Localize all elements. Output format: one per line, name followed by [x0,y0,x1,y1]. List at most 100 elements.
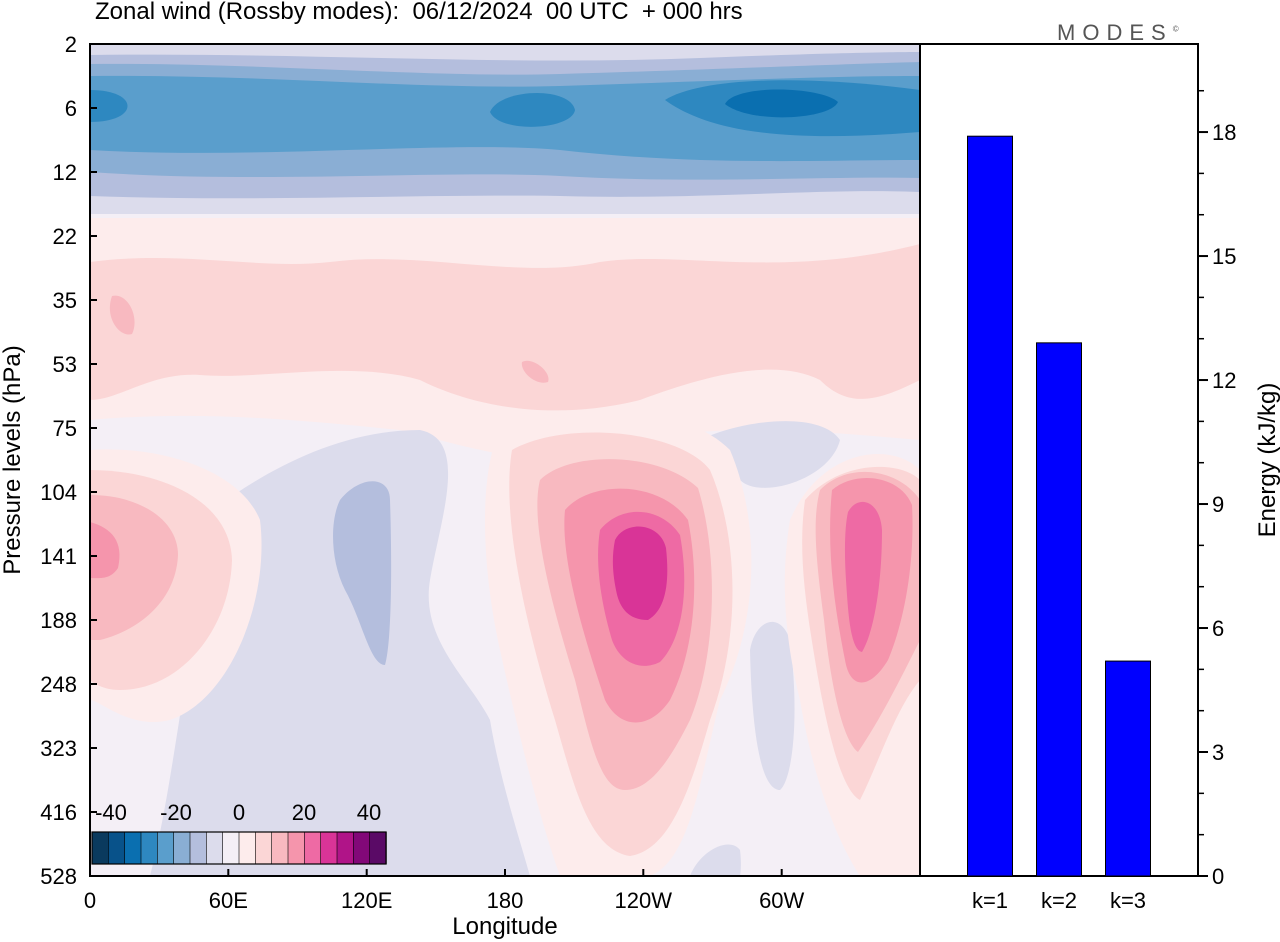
y-tick-label: 6 [65,96,77,121]
x-tick-label: 0 [84,888,96,913]
colorbar-cell [157,831,175,865]
x-tick-label: 120E [341,888,392,913]
x-axis-label: Longitude [452,913,557,940]
colorbar-label: 20 [292,800,316,825]
x-tick: 60E [209,869,248,913]
y-tick-label: 528 [40,864,77,889]
y-tick-label: 12 [53,160,77,185]
colorbar-cell [173,831,191,865]
bar-category-label: k=2 [1041,888,1077,913]
colorbar: -40 -20 0 20 40 [91,800,387,865]
colorbar-cells [91,831,387,865]
contour-band [90,90,128,122]
colorbar-cell [255,831,273,865]
colorbar-cell [189,831,208,865]
bar-y-tick-label: 12 [1212,368,1236,393]
colorbar-cell [336,831,355,865]
x-tick-label: 120W [615,888,673,913]
y-tick: 75 [53,416,97,441]
bar-y-tick-label: 18 [1212,120,1236,145]
logo-mark: © [1172,24,1179,34]
y-tick: 188 [40,608,97,633]
colorbar-cell [140,831,159,865]
contour-band [725,89,838,118]
colorbar-cell [91,831,110,865]
colorbar-cell [206,831,224,865]
bar-y-tick-label: 9 [1212,492,1224,517]
colorbar-label: 40 [357,800,381,825]
contour-band [612,526,668,620]
bar-category-label: k=3 [1110,888,1146,913]
colorbar-cell [238,831,257,865]
energy-bars [967,135,1151,877]
colorbar-label: -20 [160,800,192,825]
y-tick-label: 188 [40,608,77,633]
y-tick: 141 [40,544,97,569]
contour-band [750,621,795,790]
y-tick: 22 [53,224,97,249]
colorbar-cell [369,831,387,865]
bar-x-axis: k=1 k=2 k=3 [972,888,1146,913]
energy-bar-k=1 [967,135,1013,877]
y-tick-label: 53 [53,352,77,377]
colorbar-cell [222,831,240,865]
bar-y-tick-label: 15 [1212,244,1236,269]
modes-logo: MODES© [1057,20,1179,46]
contour-band [90,244,920,411]
energy-bar-k=2 [1036,342,1082,877]
chart-title: Zonal wind (Rossby modes): 06/12/2024 00… [95,0,743,25]
bar-y-axis: 0 3 6 9 12 15 18 [1198,89,1236,889]
x-tick: 120W [615,869,673,913]
y-tick-label: 2 [65,32,77,57]
contour-band [90,495,178,640]
x-tick-label: 60E [209,888,248,913]
contour-band [690,844,741,876]
y-tick: 6 [65,96,97,121]
colorbar-cell [320,831,338,865]
contour-band [490,92,575,127]
colorbar-label: 0 [233,800,245,825]
bar-y-axis-label: Energy (kJ/kg) [1254,383,1280,538]
y-tick: 323 [40,736,97,761]
colorbar-cell [287,831,306,865]
contour-band [844,501,882,652]
energy-bar-k=3 [1105,660,1151,877]
x-tick-label: 60W [759,888,804,913]
energy-bar-chart: k=1 k=2 k=3 0 3 6 9 12 15 18 Energy (kJ/kg) [919,43,1280,913]
x-tick: 0 [84,869,96,913]
logo-text: MODES [1057,20,1173,45]
y-tick-label: 248 [40,672,77,697]
heatmap-y-axis: 2 6 12 22 35 53 75 104 141 188 248 323 4… [0,32,97,889]
colorbar-label: -40 [95,800,127,825]
x-tick: 60W [759,869,805,913]
heatmap-x-axis: 0 60E 120E 180 120W 60W Longitude [84,869,805,940]
x-tick-label: 180 [487,888,524,913]
contour-band [109,295,135,335]
zonal-wind-heatmap [90,44,920,876]
y-tick-label: 75 [53,416,77,441]
colorbar-labels: -40 -20 0 20 40 [95,800,381,825]
colorbar-cell [304,831,322,865]
y-tick-label: 104 [40,480,77,505]
y-tick-label: 141 [40,544,77,569]
bar-category-label: k=1 [972,888,1008,913]
y-tick-label: 323 [40,736,77,761]
bar-y-tick-label: 0 [1212,864,1224,889]
bar-y-tick-label: 6 [1212,616,1224,641]
y-tick-label: 22 [53,224,77,249]
y-tick: 12 [53,160,97,185]
contour-band [90,522,120,579]
y-axis-label: Pressure levels (hPa) [0,345,26,574]
y-tick-label: 416 [40,800,77,825]
x-tick: 180 [487,869,524,913]
colorbar-cell [124,831,142,865]
y-tick: 248 [40,672,97,697]
colorbar-cell [353,831,371,865]
y-tick: 416 [40,800,97,825]
y-tick: 528 [40,864,97,889]
y-tick: 53 [53,352,97,377]
y-tick: 35 [53,288,97,313]
colorbar-cell [271,831,289,865]
contour-band [333,481,392,665]
